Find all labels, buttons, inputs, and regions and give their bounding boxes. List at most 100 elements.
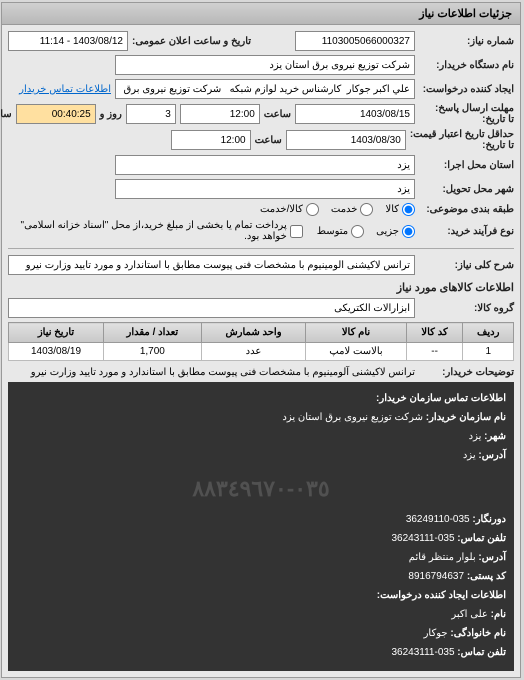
row-need-desc: شرح کلی نیاز: <box>9 255 515 275</box>
exec-province-label: استان محل اجرا: <box>420 160 515 171</box>
address-value: یزد <box>464 450 477 461</box>
need-desc-label: شرح کلی نیاز: <box>420 260 515 271</box>
cphone-value: 035-36243111 <box>392 647 455 658</box>
divider-1 <box>9 248 515 249</box>
process-note-checkbox[interactable] <box>291 225 304 238</box>
details-panel: جزئیات اطلاعات نیاز شماره نیاز: تاریخ و … <box>2 2 522 678</box>
deadline-label-text: مهلت ارسال پاسخ: <box>436 103 515 114</box>
public-datetime-field[interactable] <box>9 31 129 51</box>
row-goods-group: گروه کالا: <box>9 298 515 318</box>
city-label: شهر: <box>485 431 507 442</box>
deadline-label: مهلت ارسال پاسخ: تا تاریخ: <box>420 103 515 125</box>
contact-block: اطلاعات تماس سازمان خریدار: نام سازمان خ… <box>9 382 515 671</box>
price-validity-until-text: تا تاریخ: <box>483 140 515 151</box>
radio-goods-service-label[interactable]: کالا/خدمت <box>261 203 320 216</box>
panel-body: شماره نیاز: تاریخ و ساعت اعلان عمومی: نا… <box>3 25 521 677</box>
delivery-city-field[interactable] <box>116 179 416 199</box>
cell-goods-name: بالاست لامپ <box>307 343 407 361</box>
buyer-notes-text: ترانس لاکیشنی آلومینیوم با مشخصات فنی پی… <box>32 367 416 378</box>
subject-type-group: کالا خدمت کالا/خدمت <box>261 203 416 216</box>
phone-value: 035-36243111 <box>392 533 455 544</box>
table-header-row: ردیف کد کالا نام کالا واحد شمارش تعداد /… <box>10 323 515 343</box>
creator-label: ایجاد کننده درخواست: <box>420 84 515 95</box>
fname-value: علی اکبر <box>452 609 488 620</box>
row-delivery-city: شهر محل تحویل: <box>9 179 515 199</box>
buyer-contact-link[interactable]: اطلاعات تماس خریدار <box>20 84 112 95</box>
subject-type-label: طبقه بندی موضوعی: <box>420 204 515 215</box>
remaining-label: ساعت باقی مانده <box>0 109 13 120</box>
row-subject-type: طبقه بندی موضوعی: کالا خدمت کالا/خدمت <box>9 203 515 216</box>
col-goods-name: نام کالا <box>307 323 407 343</box>
goods-group-field[interactable] <box>9 298 416 318</box>
deadline-time-field[interactable] <box>181 104 261 124</box>
goods-table: ردیف کد کالا نام کالا واحد شمارش تعداد /… <box>9 322 515 361</box>
radio-goods[interactable] <box>403 203 416 216</box>
fname-label: نام: <box>492 609 507 620</box>
city-value: یزد <box>470 431 483 442</box>
cphone-label: تلفن تماس: <box>458 647 507 658</box>
address2-value: بلوار منتظر قائم <box>410 552 477 563</box>
contact-title: اطلاعات تماس سازمان خریدار: <box>377 393 507 404</box>
remaining-time-field[interactable] <box>17 104 97 124</box>
row-exec-province: استان محل اجرا: <box>9 155 515 175</box>
radio-goods-service-text: کالا/خدمت <box>261 204 304 215</box>
fax-label: دورنگار: <box>473 514 507 525</box>
row-buyer-notes: توضیحات خریدار: ترانس لاکیشنی آلومینیوم … <box>9 367 515 378</box>
days-count-field[interactable] <box>127 104 177 124</box>
col-qty: تعداد / مقدار <box>105 323 203 343</box>
postal-value: 8916794637 <box>409 571 465 582</box>
price-validity-time-field[interactable] <box>172 130 252 150</box>
process-type-label: نوع فرآیند خرید: <box>420 226 515 237</box>
radio-partial[interactable] <box>403 225 416 238</box>
watermark-text: ٠٣٥-٨٨٣٤٩٦٧٠ <box>17 466 507 511</box>
postal-label: کد پستی: <box>468 571 507 582</box>
radio-medium-label[interactable]: متوسط <box>318 225 365 238</box>
radio-goods-label[interactable]: کالا <box>386 203 416 216</box>
goods-info-title: اطلاعات کالاهای مورد نیاز <box>9 281 515 294</box>
buyer-notes-label: توضیحات خریدار: <box>420 367 515 378</box>
panel-header: جزئیات اطلاعات نیاز <box>3 3 521 25</box>
lname-value: جوکار <box>425 628 449 639</box>
row-deadline: مهلت ارسال پاسخ: تا تاریخ: ساعت روز و سا… <box>9 103 515 125</box>
radio-service-label[interactable]: خدمت <box>332 203 375 216</box>
radio-medium[interactable] <box>352 225 365 238</box>
goods-group-label: گروه کالا: <box>420 303 515 314</box>
need-number-label: شماره نیاز: <box>420 36 515 47</box>
radio-partial-label[interactable]: جزیی <box>377 225 416 238</box>
lname-label: نام خانوادگی: <box>451 628 507 639</box>
org-value: شرکت توزیع نیروی برق استان یزد <box>283 412 424 423</box>
cell-goods-code: -- <box>407 343 464 361</box>
exec-province-field[interactable] <box>116 155 416 175</box>
col-row-num: ردیف <box>464 323 515 343</box>
need-desc-field[interactable] <box>9 255 416 275</box>
row-process-type: نوع فرآیند خرید: جزیی متوسط پرداخت تمام … <box>9 220 515 242</box>
deadline-date-field[interactable] <box>296 104 416 124</box>
cell-unit: عدد <box>202 343 307 361</box>
phone-label: تلفن تماس: <box>458 533 507 544</box>
row-need-number: شماره نیاز: تاریخ و ساعت اعلان عمومی: <box>9 31 515 51</box>
need-number-field[interactable] <box>296 31 416 51</box>
cell-row-num: 1 <box>464 343 515 361</box>
radio-goods-text: کالا <box>386 204 400 215</box>
row-price-validity: حداقل تاریخ اعتبار قیمت: تا تاریخ: ساعت <box>9 129 515 151</box>
creator-field[interactable] <box>116 79 416 99</box>
radio-partial-text: جزیی <box>377 226 400 237</box>
fax-value: 035-36249110 <box>407 514 471 525</box>
price-validity-label-text: حداقل تاریخ اعتبار قیمت: <box>411 129 515 140</box>
price-validity-time-label: ساعت <box>256 135 283 146</box>
table-row[interactable]: 1 -- بالاست لامپ عدد 1,700 1403/08/19 <box>10 343 515 361</box>
buyer-device-field[interactable] <box>116 55 416 75</box>
process-note-wrap: پرداخت تمام یا بخشی از مبلغ خرید،از محل … <box>9 220 304 242</box>
col-need-date: تاریخ نیاز <box>10 323 105 343</box>
col-unit: واحد شمارش <box>202 323 307 343</box>
price-validity-date-field[interactable] <box>287 130 407 150</box>
deadline-until-text: تا تاریخ: <box>483 114 515 125</box>
col-goods-code: کد کالا <box>407 323 464 343</box>
buyer-device-label: نام دستگاه خریدار: <box>420 60 515 71</box>
radio-goods-service[interactable] <box>307 203 320 216</box>
radio-service[interactable] <box>361 203 374 216</box>
org-label: نام سازمان خریدار: <box>427 412 507 423</box>
process-note-text: پرداخت تمام یا بخشی از مبلغ خرید،از محل … <box>9 220 288 242</box>
address2-label: آدرس: <box>479 552 507 563</box>
public-datetime-label: تاریخ و ساعت اعلان عمومی: <box>133 36 252 47</box>
